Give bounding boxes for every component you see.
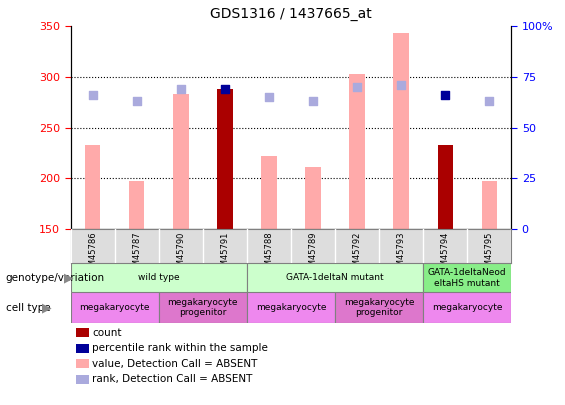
Text: megakaryocyte: megakaryocyte — [256, 303, 326, 312]
Bar — [335, 292, 423, 323]
Bar — [305, 167, 321, 229]
Bar — [437, 145, 453, 229]
Text: megakaryocyte
progenitor: megakaryocyte progenitor — [344, 298, 414, 317]
Text: megakaryocyte: megakaryocyte — [432, 303, 502, 312]
Text: count: count — [92, 328, 121, 338]
Point — [220, 86, 229, 92]
Point — [485, 98, 494, 104]
Text: GSM45794: GSM45794 — [441, 232, 450, 277]
Bar — [217, 89, 233, 229]
Text: genotype/variation: genotype/variation — [6, 273, 105, 283]
Bar — [481, 181, 497, 229]
Bar — [349, 74, 365, 229]
Point — [353, 84, 362, 90]
Text: ▶: ▶ — [64, 271, 73, 284]
Text: megakaryocyte: megakaryocyte — [80, 303, 150, 312]
Text: GATA-1deltaNeod
eltaHS mutant: GATA-1deltaNeod eltaHS mutant — [428, 268, 507, 288]
Text: GSM45790: GSM45790 — [176, 232, 185, 277]
Bar — [423, 263, 511, 292]
Bar — [247, 292, 335, 323]
Bar — [423, 292, 511, 323]
Bar — [129, 181, 145, 229]
Text: ▶: ▶ — [42, 301, 51, 314]
Text: rank, Detection Call = ABSENT: rank, Detection Call = ABSENT — [92, 374, 253, 384]
Text: GSM45788: GSM45788 — [264, 232, 273, 277]
Text: cell type: cell type — [6, 303, 50, 313]
Text: wild type: wild type — [138, 273, 180, 282]
Text: GSM45787: GSM45787 — [132, 232, 141, 277]
Bar — [261, 156, 277, 229]
Text: GSM45786: GSM45786 — [88, 232, 97, 277]
Text: megakaryocyte
progenitor: megakaryocyte progenitor — [168, 298, 238, 317]
Text: percentile rank within the sample: percentile rank within the sample — [92, 343, 268, 353]
Title: GDS1316 / 1437665_at: GDS1316 / 1437665_at — [210, 7, 372, 21]
Point — [132, 98, 141, 104]
Text: value, Detection Call = ABSENT: value, Detection Call = ABSENT — [92, 359, 258, 369]
Text: GSM45791: GSM45791 — [220, 232, 229, 277]
Text: GATA-1deltaN mutant: GATA-1deltaN mutant — [286, 273, 384, 282]
Bar — [173, 94, 189, 229]
Text: GSM45795: GSM45795 — [485, 232, 494, 277]
Text: GSM45789: GSM45789 — [308, 232, 318, 277]
Bar — [159, 292, 247, 323]
Point — [397, 82, 406, 88]
Bar — [85, 145, 101, 229]
Text: GSM45792: GSM45792 — [353, 232, 362, 277]
Text: GSM45793: GSM45793 — [397, 232, 406, 277]
Point — [88, 92, 97, 98]
Point — [176, 86, 185, 92]
Point — [441, 92, 450, 98]
Point — [308, 98, 318, 104]
Bar — [393, 34, 409, 229]
Bar — [247, 263, 423, 292]
Bar — [71, 292, 159, 323]
Point — [264, 94, 273, 100]
Bar — [71, 263, 247, 292]
